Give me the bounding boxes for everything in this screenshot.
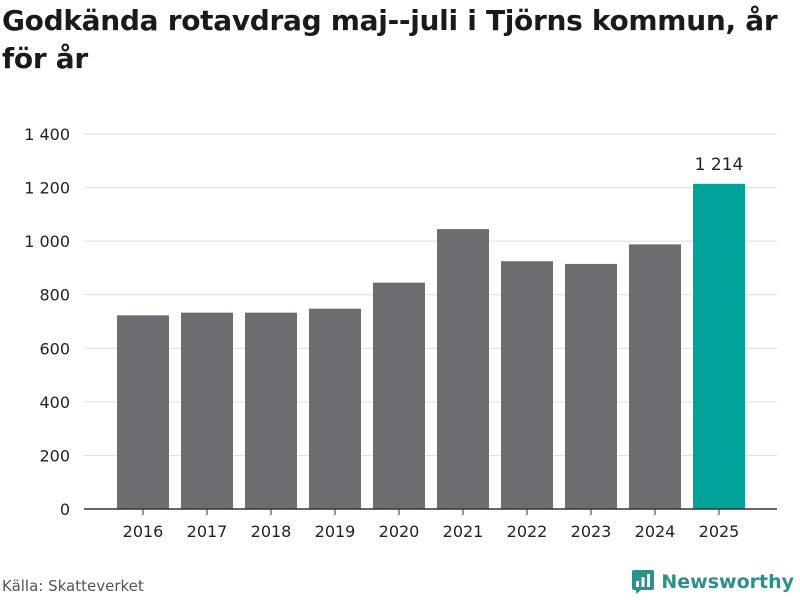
- x-tick-label: 2017: [187, 522, 228, 541]
- source-note: Källa: Skatteverket: [2, 577, 144, 595]
- x-tick-label: 2023: [571, 522, 612, 541]
- x-tick-label: 2022: [507, 522, 548, 541]
- x-tick-label: 2018: [251, 522, 292, 541]
- x-tick-label: 2020: [379, 522, 420, 541]
- bar-2020: [373, 282, 425, 509]
- x-tick-label: 2025: [699, 522, 740, 541]
- y-tick-label: 600: [39, 339, 70, 358]
- x-tick-label: 2021: [443, 522, 484, 541]
- brand-logo: Newsworthy: [631, 569, 794, 595]
- x-tick-label: 2016: [123, 522, 164, 541]
- newsworthy-logo-icon: [632, 570, 655, 594]
- y-tick-label: 1 400: [24, 125, 70, 144]
- data-labels: 1 214: [695, 155, 744, 175]
- y-tick-label: 0: [60, 500, 70, 519]
- bar-2019: [309, 308, 361, 509]
- bar-2017: [181, 312, 233, 509]
- x-axis-ticks: 2016 2017 2018 2019 2020 2021 2022 2023 2024 2025: [123, 509, 740, 541]
- bar-2023: [565, 263, 617, 509]
- y-tick-label: 200: [39, 446, 70, 465]
- brand-name: Newsworthy: [661, 571, 794, 593]
- y-axis-ticks: 0 200 400 600 800 1 000 1 200 1 400: [24, 125, 70, 519]
- y-tick-label: 1 000: [24, 232, 70, 251]
- y-tick-label: 1 200: [24, 179, 70, 198]
- bar-2022: [501, 261, 553, 509]
- bar-2021: [437, 229, 489, 509]
- data-label: 1 214: [695, 155, 744, 175]
- chart-title: Godkända rotavdrag maj--juli i Tjörns ko…: [2, 4, 778, 75]
- y-tick-label: 800: [39, 286, 70, 305]
- bar-2016: [117, 315, 169, 509]
- bar-2025: [693, 183, 745, 510]
- y-tick-label: 400: [39, 393, 70, 412]
- x-tick-label: 2024: [635, 522, 676, 541]
- bars: [117, 183, 745, 510]
- bar-2018: [245, 312, 297, 509]
- x-tick-label: 2019: [315, 522, 356, 541]
- bar-2024: [629, 244, 681, 509]
